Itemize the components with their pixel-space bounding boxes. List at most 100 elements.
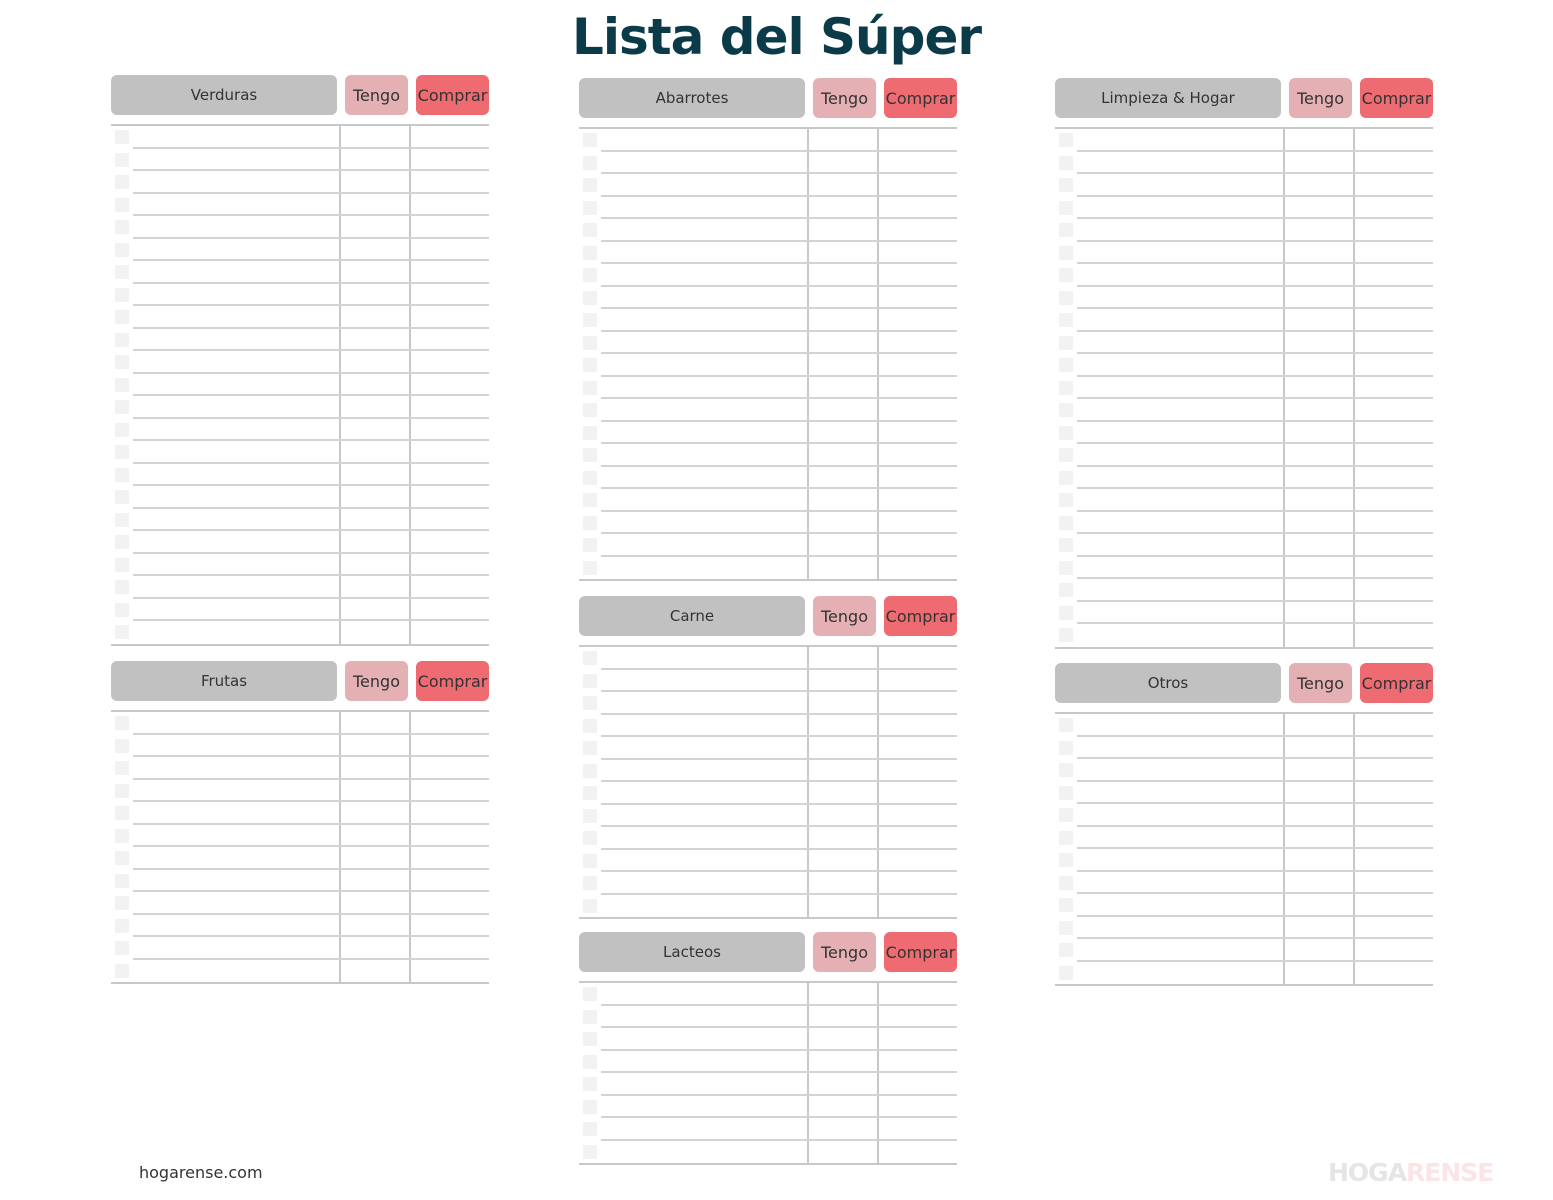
checkbox[interactable] bbox=[1059, 920, 1073, 935]
checkbox[interactable] bbox=[583, 200, 597, 215]
checkbox[interactable] bbox=[1059, 178, 1073, 192]
checkbox[interactable] bbox=[1059, 268, 1073, 282]
checkbox[interactable] bbox=[115, 130, 129, 144]
checkbox[interactable] bbox=[583, 290, 597, 305]
checkbox[interactable] bbox=[583, 515, 597, 530]
checkbox[interactable] bbox=[115, 332, 129, 347]
checkbox[interactable] bbox=[1059, 313, 1073, 327]
checkbox[interactable] bbox=[583, 358, 597, 372]
checkbox[interactable] bbox=[1059, 785, 1073, 800]
checkbox[interactable] bbox=[1059, 763, 1073, 777]
checkbox[interactable] bbox=[583, 1077, 597, 1091]
checkbox[interactable] bbox=[583, 718, 597, 733]
checkbox[interactable] bbox=[1059, 245, 1073, 260]
checkbox[interactable] bbox=[115, 535, 129, 549]
checkbox[interactable] bbox=[583, 493, 597, 507]
checkbox[interactable] bbox=[583, 425, 597, 440]
checkbox[interactable] bbox=[115, 918, 129, 933]
checkbox[interactable] bbox=[1059, 808, 1073, 822]
checkbox[interactable] bbox=[1059, 628, 1073, 642]
checkbox[interactable] bbox=[1059, 875, 1073, 890]
checkbox[interactable] bbox=[115, 265, 129, 279]
checkbox[interactable] bbox=[583, 380, 597, 395]
checkbox[interactable] bbox=[115, 716, 129, 730]
checkbox[interactable] bbox=[115, 580, 129, 594]
checkbox[interactable] bbox=[583, 178, 597, 192]
checkbox[interactable] bbox=[583, 987, 597, 1001]
checkbox[interactable] bbox=[583, 538, 597, 552]
checkbox[interactable] bbox=[583, 1122, 597, 1136]
checkbox[interactable] bbox=[583, 876, 597, 890]
checkbox[interactable] bbox=[115, 310, 129, 324]
checkbox[interactable] bbox=[583, 853, 597, 868]
checkbox[interactable] bbox=[1059, 133, 1073, 147]
checkbox[interactable] bbox=[1059, 155, 1073, 170]
checkbox[interactable] bbox=[115, 602, 129, 617]
checkbox[interactable] bbox=[1059, 515, 1073, 530]
checkbox[interactable] bbox=[583, 560, 597, 575]
checkbox[interactable] bbox=[1059, 223, 1073, 237]
checkbox[interactable] bbox=[1059, 853, 1073, 867]
checkbox[interactable] bbox=[115, 175, 129, 189]
checkbox[interactable] bbox=[1059, 200, 1073, 215]
checkbox[interactable] bbox=[1059, 358, 1073, 372]
checkbox[interactable] bbox=[115, 625, 129, 639]
checkbox[interactable] bbox=[583, 470, 597, 485]
checkbox[interactable] bbox=[115, 738, 129, 753]
checkbox[interactable] bbox=[583, 448, 597, 462]
checkbox[interactable] bbox=[583, 831, 597, 845]
checkbox[interactable] bbox=[1059, 403, 1073, 417]
checkbox[interactable] bbox=[115, 467, 129, 482]
checkbox[interactable] bbox=[1059, 605, 1073, 620]
checkbox[interactable] bbox=[1059, 425, 1073, 440]
checkbox[interactable] bbox=[115, 197, 129, 212]
checkbox[interactable] bbox=[583, 245, 597, 260]
checkbox[interactable] bbox=[583, 696, 597, 710]
checkbox[interactable] bbox=[583, 673, 597, 688]
checkbox[interactable] bbox=[583, 808, 597, 823]
checkbox[interactable] bbox=[115, 873, 129, 888]
checkbox[interactable] bbox=[1059, 898, 1073, 912]
checkbox[interactable] bbox=[115, 377, 129, 392]
checkbox[interactable] bbox=[583, 651, 597, 665]
checkbox[interactable] bbox=[583, 268, 597, 282]
checkbox[interactable] bbox=[1059, 470, 1073, 485]
checkbox[interactable] bbox=[115, 557, 129, 572]
checkbox[interactable] bbox=[115, 220, 129, 234]
checkbox[interactable] bbox=[1059, 290, 1073, 305]
checkbox[interactable] bbox=[1059, 583, 1073, 597]
checkbox[interactable] bbox=[583, 786, 597, 800]
checkbox[interactable] bbox=[583, 1099, 597, 1114]
checkbox[interactable] bbox=[1059, 740, 1073, 755]
checkbox[interactable] bbox=[583, 155, 597, 170]
checkbox[interactable] bbox=[1059, 380, 1073, 395]
checkbox[interactable] bbox=[1059, 335, 1073, 350]
checkbox[interactable] bbox=[583, 313, 597, 327]
checkbox[interactable] bbox=[1059, 538, 1073, 552]
checkbox[interactable] bbox=[583, 133, 597, 147]
checkbox[interactable] bbox=[583, 898, 597, 913]
checkbox[interactable] bbox=[583, 223, 597, 237]
checkbox[interactable] bbox=[115, 287, 129, 302]
checkbox[interactable] bbox=[115, 445, 129, 459]
checkbox[interactable] bbox=[115, 761, 129, 775]
checkbox[interactable] bbox=[115, 806, 129, 820]
checkbox[interactable] bbox=[583, 1032, 597, 1046]
checkbox[interactable] bbox=[115, 512, 129, 527]
checkbox[interactable] bbox=[115, 490, 129, 504]
checkbox[interactable] bbox=[1059, 448, 1073, 462]
checkbox[interactable] bbox=[1059, 965, 1073, 980]
checkbox[interactable] bbox=[583, 403, 597, 417]
checkbox[interactable] bbox=[583, 1144, 597, 1159]
checkbox[interactable] bbox=[115, 896, 129, 910]
checkbox[interactable] bbox=[1059, 560, 1073, 575]
checkbox[interactable] bbox=[115, 152, 129, 167]
checkbox[interactable] bbox=[583, 1054, 597, 1069]
checkbox[interactable] bbox=[1059, 830, 1073, 845]
checkbox[interactable] bbox=[115, 400, 129, 414]
checkbox[interactable] bbox=[115, 851, 129, 865]
checkbox[interactable] bbox=[115, 941, 129, 955]
checkbox[interactable] bbox=[115, 242, 129, 257]
checkbox[interactable] bbox=[1059, 493, 1073, 507]
checkbox[interactable] bbox=[583, 763, 597, 778]
